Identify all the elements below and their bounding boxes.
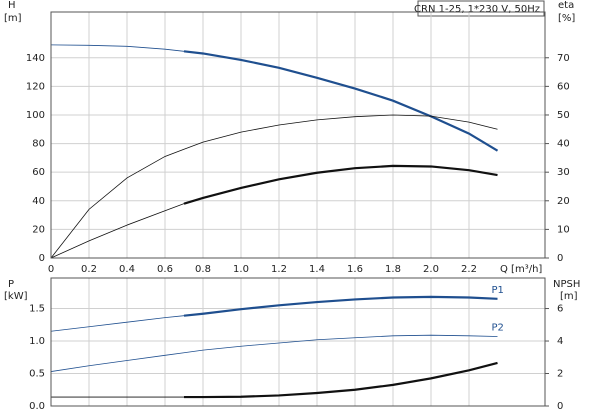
y-axis-label: P (8, 279, 14, 290)
y-tick-label: 60 (32, 167, 45, 178)
y2-tick-label: 0 (557, 253, 563, 264)
y-tick-label: 140 (26, 53, 45, 64)
y2-axis-unit: [%] (558, 13, 575, 24)
y-tick-label: 0.0 (29, 401, 45, 412)
y2-tick-label: 40 (557, 139, 570, 150)
y2-axis-label: eta (558, 0, 574, 11)
y2-tick-label: 50 (557, 110, 570, 121)
y2-tick-label: 20 (557, 196, 570, 207)
x-tick-label: 1.2 (271, 264, 287, 275)
series-label: P1 (492, 285, 504, 296)
y-tick-label: 120 (26, 81, 45, 92)
y-axis-label: H (8, 0, 16, 11)
x-tick-label: 1.4 (309, 264, 325, 275)
y-tick-label: 40 (32, 196, 45, 207)
y2-axis-label: NPSH (553, 279, 580, 290)
x-tick-label: 2.0 (423, 264, 439, 275)
y2-axis-unit: [m] (560, 291, 578, 302)
y-tick-label: 1.0 (29, 336, 45, 347)
y-axis-unit: [kW] (4, 291, 28, 302)
x-tick-label: 1.8 (385, 264, 401, 275)
y-tick-label: 0.5 (29, 369, 45, 380)
y2-tick-label: 6 (557, 304, 563, 315)
curve-operating-range (183, 164, 498, 205)
x-axis-label: Q [m³/h] (500, 264, 542, 275)
series-label: P2 (492, 322, 504, 333)
y2-tick-label: 70 (557, 53, 570, 64)
y-tick-label: 100 (26, 110, 45, 121)
curve (50, 334, 498, 372)
y2-tick-label: 2 (557, 369, 563, 380)
y-tick-label: 0 (39, 253, 45, 264)
y2-tick-label: 30 (557, 167, 570, 178)
y2-tick-label: 4 (557, 336, 563, 347)
curve-operating-range (184, 361, 498, 399)
x-tick-label: 0.2 (81, 264, 97, 275)
curve-operating-range (183, 295, 498, 317)
plot-frame (50, 11, 546, 259)
x-tick-label: 0.8 (195, 264, 211, 275)
y-tick-label: 1.5 (29, 304, 45, 315)
x-tick-label: 1.0 (233, 264, 249, 275)
y-axis-unit: [m] (4, 13, 22, 24)
y2-tick-label: 0 (557, 401, 563, 412)
y-tick-label: 80 (32, 139, 45, 150)
chart-title: CRN 1-25, 1*230 V, 50Hz (414, 4, 540, 15)
x-tick-label: 0.6 (157, 264, 173, 275)
y2-tick-label: 10 (557, 224, 570, 235)
curve (50, 114, 498, 259)
x-tick-label: 1.6 (347, 264, 363, 275)
plot-frame (50, 277, 546, 407)
x-tick-label: 2.2 (461, 264, 477, 275)
x-tick-label: 0.4 (119, 264, 135, 275)
curve-operating-range (183, 50, 499, 152)
x-tick-label: 0 (48, 264, 54, 275)
y2-tick-label: 60 (557, 81, 570, 92)
y-tick-label: 20 (32, 224, 45, 235)
